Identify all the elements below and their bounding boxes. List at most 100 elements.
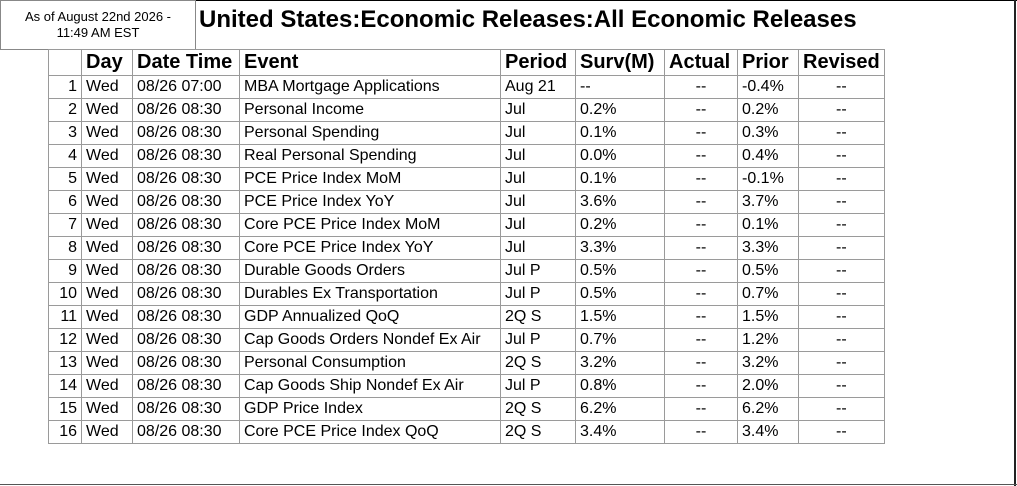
table-row[interactable]: 16 Wed 08/26 08:30 Core PCE Price Index QoQ… <box>48 420 885 444</box>
cell-actual: -- <box>664 397 738 421</box>
table-row[interactable]: 4 Wed 08/26 08:30 Real Personal Spending Jul… <box>48 144 885 168</box>
table-row[interactable]: 1 Wed 08/26 07:00 MBA Mortgage Applications… <box>48 75 885 99</box>
cell-event: Real Personal Spending <box>239 144 501 168</box>
cell-event: Core PCE Price Index QoQ <box>239 420 501 444</box>
cell-day: Wed <box>81 305 133 329</box>
cell-actual: -- <box>664 167 738 191</box>
table-row[interactable]: 5 Wed 08/26 08:30 PCE Price Index MoM Jul 0.1… <box>48 167 885 191</box>
cell-surv: 0.0% <box>575 144 665 168</box>
row-index: 1 <box>48 75 82 99</box>
table-row[interactable]: 6 Wed 08/26 08:30 PCE Price Index YoY Jul 3.6… <box>48 190 885 214</box>
cell-prior: 0.4% <box>737 144 799 168</box>
frame-bottom-line <box>0 484 1017 485</box>
cell-event: Personal Income <box>239 98 501 122</box>
cell-day: Wed <box>81 420 133 444</box>
frame-top-line <box>0 0 1017 1</box>
header-day[interactable]: Day <box>81 49 133 76</box>
header-actual[interactable]: Actual <box>664 49 738 76</box>
cell-actual: -- <box>664 236 738 260</box>
table-row[interactable]: 10 Wed 08/26 08:30 Durables Ex Transportati… <box>48 282 885 306</box>
table-row[interactable]: 8 Wed 08/26 08:30 Core PCE Price Index YoY J… <box>48 236 885 260</box>
cell-period: Jul <box>500 144 576 168</box>
cell-revised: -- <box>798 167 885 191</box>
table-row[interactable]: 15 Wed 08/26 08:30 GDP Price Index 2Q S 6.2% -… <box>48 397 885 421</box>
row-index: 8 <box>48 236 82 260</box>
header-period[interactable]: Period <box>500 49 576 76</box>
cell-date-time: 08/26 08:30 <box>132 144 240 168</box>
cell-event: Durables Ex Transportation <box>239 282 501 306</box>
header-revised[interactable]: Revised <box>798 49 885 76</box>
cell-event: GDP Price Index <box>239 397 501 421</box>
cell-prior: 0.7% <box>737 282 799 306</box>
cell-surv: 3.6% <box>575 190 665 214</box>
table-row[interactable]: 13 Wed 08/26 08:30 Personal Consumption 2Q S… <box>48 351 885 375</box>
cell-actual: -- <box>664 121 738 145</box>
cell-surv: 0.1% <box>575 167 665 191</box>
cell-surv: 0.5% <box>575 282 665 306</box>
cell-date-time: 08/26 08:30 <box>132 420 240 444</box>
row-index: 13 <box>48 351 82 375</box>
table-row[interactable]: 12 Wed 08/26 08:30 Cap Goods Orders Nondef … <box>48 328 885 352</box>
cell-prior: 3.7% <box>737 190 799 214</box>
cell-date-time: 08/26 08:30 <box>132 213 240 237</box>
cell-event: PCE Price Index MoM <box>239 167 501 191</box>
table-row[interactable]: 14 Wed 08/26 08:30 Cap Goods Ship Nondef Ex… <box>48 374 885 398</box>
cell-event: Core PCE Price Index YoY <box>239 236 501 260</box>
cell-surv: 0.5% <box>575 259 665 283</box>
table-row[interactable]: 7 Wed 08/26 08:30 Core PCE Price Index MoM J… <box>48 213 885 237</box>
cell-period: Jul P <box>500 328 576 352</box>
cell-prior: 2.0% <box>737 374 799 398</box>
cell-actual: -- <box>664 75 738 99</box>
table-header-row: Day Date Time Event Period Surv(M) Actua… <box>48 49 885 76</box>
cell-prior: 1.2% <box>737 328 799 352</box>
cell-day: Wed <box>81 374 133 398</box>
table-row[interactable]: 11 Wed 08/26 08:30 GDP Annualized QoQ 2Q S 1.… <box>48 305 885 329</box>
cell-surv: 6.2% <box>575 397 665 421</box>
header-prior[interactable]: Prior <box>737 49 799 76</box>
cell-day: Wed <box>81 213 133 237</box>
page-title: United States:Economic Releases:All Econ… <box>199 6 857 33</box>
cell-revised: -- <box>798 282 885 306</box>
cell-event: PCE Price Index YoY <box>239 190 501 214</box>
cell-event: Cap Goods Ship Nondef Ex Air <box>239 374 501 398</box>
as-of-line-1: As of August 22nd 2026 - <box>25 9 171 24</box>
row-index: 16 <box>48 420 82 444</box>
row-index: 14 <box>48 374 82 398</box>
cell-event: Personal Consumption <box>239 351 501 375</box>
cell-actual: -- <box>664 213 738 237</box>
cell-revised: -- <box>798 75 885 99</box>
cell-revised: -- <box>798 397 885 421</box>
cell-revised: -- <box>798 259 885 283</box>
cell-revised: -- <box>798 328 885 352</box>
cell-actual: -- <box>664 282 738 306</box>
row-index: 4 <box>48 144 82 168</box>
header-surv[interactable]: Surv(M) <box>575 49 665 76</box>
cell-day: Wed <box>81 236 133 260</box>
cell-event: Personal Spending <box>239 121 501 145</box>
cell-date-time: 08/26 08:30 <box>132 374 240 398</box>
header-date-time[interactable]: Date Time <box>132 49 240 76</box>
table-row[interactable]: 9 Wed 08/26 08:30 Durable Goods Orders Jul P… <box>48 259 885 283</box>
row-index: 3 <box>48 121 82 145</box>
cell-event: Cap Goods Orders Nondef Ex Air <box>239 328 501 352</box>
cell-prior: 3.3% <box>737 236 799 260</box>
cell-actual: -- <box>664 420 738 444</box>
cell-period: 2Q S <box>500 305 576 329</box>
cell-date-time: 08/26 08:30 <box>132 190 240 214</box>
cell-revised: -- <box>798 351 885 375</box>
cell-revised: -- <box>798 98 885 122</box>
header-event[interactable]: Event <box>239 49 501 76</box>
cell-period: Jul <box>500 167 576 191</box>
cell-date-time: 08/26 08:30 <box>132 397 240 421</box>
cell-surv: 0.8% <box>575 374 665 398</box>
table-row[interactable]: 2 Wed 08/26 08:30 Personal Income Jul 0.2% -- 0… <box>48 98 885 122</box>
cell-date-time: 08/26 08:30 <box>132 98 240 122</box>
table-row[interactable]: 3 Wed 08/26 08:30 Personal Spending Jul 0.1% -… <box>48 121 885 145</box>
row-index: 9 <box>48 259 82 283</box>
cell-actual: -- <box>664 305 738 329</box>
row-index: 5 <box>48 167 82 191</box>
cell-revised: -- <box>798 420 885 444</box>
cell-day: Wed <box>81 121 133 145</box>
cell-date-time: 08/26 08:30 <box>132 305 240 329</box>
cell-date-time: 08/26 08:30 <box>132 167 240 191</box>
